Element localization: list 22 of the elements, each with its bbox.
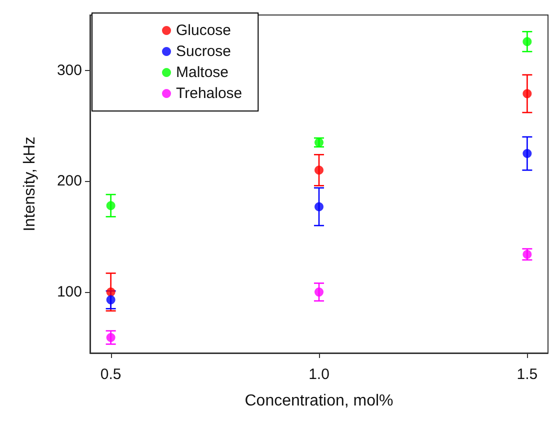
y-tick-label: 200 (56, 172, 82, 190)
x-tick-label: 0.5 (100, 366, 122, 383)
x-tick-label: 1.5 (516, 366, 538, 383)
point (106, 201, 116, 210)
point (522, 37, 532, 46)
y-tick-label: 300 (56, 62, 82, 79)
legend-label: Sucrose (176, 43, 232, 60)
x-axis-title: Concentration, mol% (244, 392, 394, 410)
point (106, 288, 116, 297)
legend-label: Glucose (176, 22, 232, 39)
point (106, 332, 116, 342)
point (522, 89, 532, 98)
point (314, 288, 324, 297)
x-tick-label: 1.0 (308, 366, 330, 383)
y-tick-label: 100 (56, 284, 82, 301)
point (314, 202, 324, 212)
point (314, 166, 324, 175)
legend-label: Maltose (176, 64, 229, 81)
y-axis-title: Intensity, kHz (22, 136, 38, 232)
legend-label: Trehalose (176, 85, 242, 102)
point (106, 295, 116, 304)
point (522, 149, 532, 158)
